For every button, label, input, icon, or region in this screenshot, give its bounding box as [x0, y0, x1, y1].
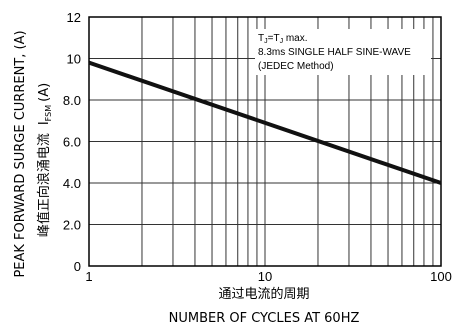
y-axis-title-cn: 峰值正向浪涌电流 — [36, 133, 52, 237]
plot-frame — [88, 16, 442, 267]
y-tick-label: 2.0 — [63, 218, 81, 233]
series-layer — [88, 60, 442, 185]
x-tick-label: 100 — [430, 269, 452, 284]
y-axis-unit: (A) — [37, 83, 52, 102]
annotation-box — [255, 29, 431, 75]
y-axis-title-cn-line: 峰值正向浪涌电流 IFSM (A) — [36, 83, 53, 237]
plot-border — [88, 16, 442, 267]
y-tick-label: 4.0 — [63, 176, 81, 191]
y-axis-title-en: PEAK FORWARD SURGE CURRENT, (A) — [13, 30, 28, 277]
y-tick-label: 10 — [67, 52, 81, 67]
y-axis-symbol-sub: FSM — [44, 105, 53, 122]
x-axis-title-cn: 通过电流的周期 — [218, 286, 309, 302]
annotation-line-1: TJ=TJ max. — [258, 33, 308, 45]
y-tick-label: 12 — [67, 10, 81, 25]
y-axis-symbol: I — [37, 121, 52, 125]
annotation-line-3: (JEDEC Method) — [258, 61, 334, 72]
y-tick-label: 6.0 — [63, 135, 81, 150]
x-tick-label: 1 — [85, 269, 92, 284]
y-tick-label: 8.0 — [63, 93, 81, 108]
x-tick-label: 10 — [258, 269, 272, 284]
annotation-line-2: 8.3ms SINGLE HALF SINE-WAVE — [258, 47, 411, 58]
series-line-0 — [88, 60, 442, 185]
y-tick-label: 0 — [74, 259, 81, 274]
tick-labels: 0 2.0 4.0 6.0 8.0 10 12 1 10 100 — [63, 10, 452, 284]
x-axis-title-en: NUMBER OF CYCLES AT 60HZ — [169, 311, 360, 326]
